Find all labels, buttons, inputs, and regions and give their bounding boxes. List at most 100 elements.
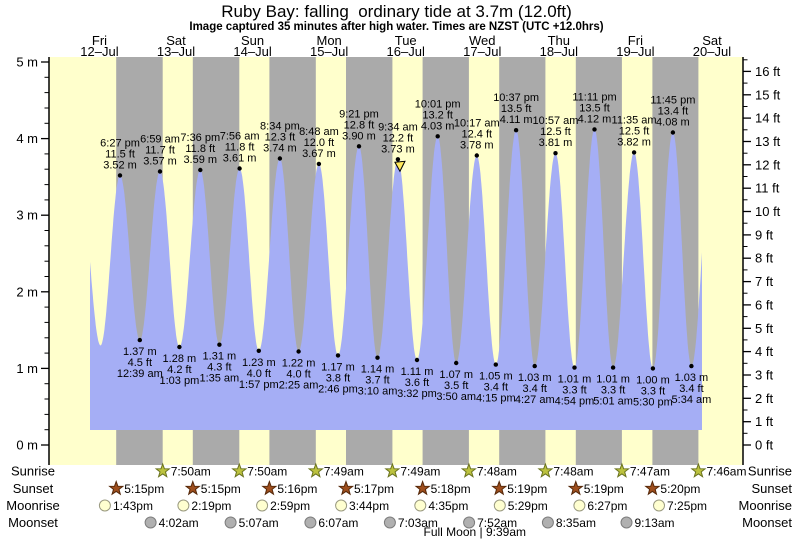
tide-time-label: 9:34 am [378,121,418,133]
moonrise-icon [414,499,427,512]
tide-low-annotation: 1.28 m4.2 ft1:03 pm [160,344,200,387]
sunrise-time-label: 7:46am [706,465,746,479]
sunrise-icon [690,462,707,478]
sunrise-time-label: 7:48am [477,465,517,479]
tide-low-annotation: 1.31 m4.3 ft1:35 am [199,342,239,385]
tide-time-label: 7:56 am [220,130,260,142]
tide-height-m-label: 1.07 m [439,369,473,381]
day-weekday-label: Fri [92,33,107,48]
row-label-sunset-right: Sunset [752,481,793,496]
sunrise-icon [384,462,401,478]
tide-time-label: 1:35 am [199,373,239,385]
right-axis-tick-label: 13 ft [755,134,781,149]
tide-low-annotation: 1.03 m3.4 ft4:27 am [515,363,555,406]
tide-height-m-label: 1.14 m [361,364,395,376]
tide-point-dot [513,128,519,133]
tide-height-ft-label: 3.4 ft [484,382,508,394]
tide-time-label: 4:54 pm [555,396,595,408]
day-weekday-label: Fri [628,33,643,48]
tide-height-ft-label: 12.4 ft [462,128,493,140]
tide-height-m-label: 3.81 m [539,137,573,149]
tide-point-dot [356,144,362,149]
day-weekday-label: Sat [702,33,722,48]
tide-time-label: 2:46 pm [318,383,358,395]
moonrise-time-label: 3:44pm [349,499,389,513]
tide-height-ft-label: 13.4 ft [658,105,689,117]
tide-height-m-label: 1.00 m [636,374,670,386]
tide-height-ft-label: 12.5 ft [540,126,571,138]
tide-height-m-label: 1.01 m [596,374,630,386]
sunrise-icon [460,462,477,478]
right-axis-tick-label: 0 ft [755,438,773,453]
moonrise-icon [335,499,348,512]
tide-point-dot [493,362,498,367]
right-axis-tick-label: 12 ft [755,157,781,172]
tide-point-dot [157,169,163,174]
tide-low-annotation: 1.14 m3.7 ft3:10 am [358,355,398,398]
tide-height-ft-label: 3.7 ft [365,375,389,387]
moonset-time-label: 5:07am [239,516,279,530]
day-weekday-label: Sat [166,33,186,48]
day-weekday-label: Sun [241,33,264,48]
moonrise-time-label: 7:25pm [667,499,707,513]
right-axis-tick-label: 3 ft [755,367,773,382]
right-axis-tick-label: 7 ft [755,274,773,289]
sunset-time-label: 5:20pm [660,482,700,496]
tide-height-ft-label: 11.5 ft [105,148,135,160]
tide-height-ft-label: 11.8 ft [225,141,255,153]
row-label-sunrise-right: Sunrise [748,464,792,479]
day-date-label: 19–Jul [616,44,654,59]
tide-time-label: 3:10 am [358,386,398,398]
moonset-time-label: 7:03am [398,516,438,530]
moonrise-icon [256,499,269,512]
day-labels: Fri12–JulSat13–JulSun14–JulMon15–JulTue1… [80,33,731,59]
moonset-time-label: 6:07am [318,516,358,530]
sunrise-icon [231,462,248,478]
sunset-time-label: 5:18pm [431,482,471,496]
tide-height-ft-label: 3.3 ft [641,385,665,397]
row-label-moonset-right: Moonset [742,515,792,530]
tide-time-label: 10:37 pm [493,92,539,104]
chart-title: Ruby Bay: falling ordinary tide at 3.7m … [221,2,572,21]
moonset-time-label: 4:02am [159,516,199,530]
right-axis-tick-label: 8 ft [755,251,773,266]
tide-point-dot [414,357,420,363]
tide-height-ft-label: 3.5 ft [444,380,468,392]
tide-point-dot [532,363,537,369]
left-axis-tick-label: 5 m [16,55,38,70]
tide-low-annotation: 1.00 m3.3 ft5:30 pm [633,366,673,408]
tide-time-label: 10:57 am [533,115,579,127]
tide-point-dot [572,365,577,370]
tide-height-m-label: 3.82 m [617,136,651,148]
tide-time-label: 11:11 pm [572,91,616,103]
tide-low-annotation: 1.05 m3.4 ft4:15 pm [476,362,516,405]
tide-height-ft-label: 11.8 ft [185,143,215,155]
day-weekday-label: Thu [548,33,570,48]
right-axis-tick-label: 5 ft [755,321,773,336]
sunrise-time-label: 7:47am [630,465,670,479]
tide-point-dot [689,363,694,369]
right-axis-tick-label: 4 ft [755,344,773,359]
day-weekday-label: Wed [469,33,496,48]
tide-time-label: 10:17 am [454,117,500,129]
tide-time-label: 4:15 pm [476,393,516,405]
tide-point-dot [650,366,656,371]
sunset-time-label: 5:19pm [584,482,624,496]
tide-time-label: 2:25 am [279,380,319,392]
moonrise-time-label: 2:59pm [270,499,310,513]
tide-time-label: 1:03 pm [160,375,200,387]
tide-height-m-label: 3.73 m [381,143,415,155]
tide-height-m-label: 1.03 m [675,372,709,384]
tide-point-dot [316,161,322,167]
sunset-time-label: 5:15pm [124,482,164,496]
sunset-icon [337,480,355,496]
tide-height-m-label: 4.12 m [578,113,612,125]
tide-height-m-label: 1.17 m [321,361,355,373]
tide-height-ft-label: 13.5 ft [501,103,532,115]
tide-height-m-label: 1.23 m [242,357,276,369]
sunset-icon [644,480,661,496]
tide-height-ft-label: 4.0 ft [286,369,310,381]
